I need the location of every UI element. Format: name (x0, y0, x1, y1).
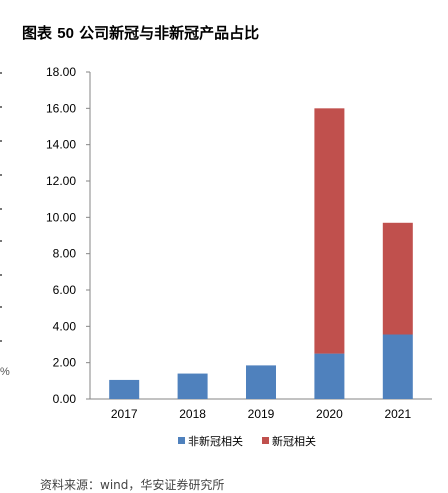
legend-swatch (178, 437, 185, 444)
bar-segment (314, 353, 345, 399)
legend-label: 非新冠相关 (188, 434, 243, 448)
bar-segment (177, 373, 208, 399)
y-tick-labels: 0.00 2.00 4.00 6.00 8.00 10.00 12.00 14.00 16.00… (46, 65, 76, 406)
x-tick-label: 2017 (111, 407, 138, 421)
edge-marker (0, 140, 2, 142)
chart-title: 图表 50 公司新冠与非新冠产品占比 (22, 22, 259, 43)
bar-segment (109, 379, 140, 399)
edge-marker (0, 306, 2, 308)
y-tick-label: 8.00 (53, 247, 77, 261)
title-number: 50 (57, 25, 74, 42)
chart-axes (86, 71, 432, 400)
edge-percent-fragment: % (0, 366, 10, 378)
edge-marker (0, 240, 2, 242)
title-prefix: 图表 (22, 24, 53, 42)
y-tick-label: 0.00 (53, 392, 77, 406)
y-tick-label: 6.00 (53, 283, 77, 297)
x-tick-label: 2020 (316, 407, 343, 421)
y-tick-label: 12.00 (46, 174, 76, 188)
edge-marker (0, 72, 2, 74)
x-tick-label: 2019 (248, 407, 275, 421)
x-tick-label: 2021 (384, 407, 411, 421)
bar-segment (246, 365, 276, 399)
x-tick-labels: 2017 2018 2019 2020 2021 (111, 407, 412, 421)
bar-segment (314, 108, 345, 354)
y-tick-label: 14.00 (46, 138, 76, 152)
y-tick-label: 18.00 (46, 65, 76, 79)
y-tick-label: 2.00 (53, 356, 77, 370)
title-text: 公司新冠与非新冠产品占比 (79, 24, 260, 42)
edge-marker (0, 274, 2, 276)
edge-marker (0, 340, 2, 342)
legend-label: 新冠相关 (272, 434, 316, 448)
y-tick-label: 16.00 (46, 101, 76, 115)
edge-marker (0, 208, 2, 210)
x-tick-label: 2018 (179, 407, 206, 421)
bar-segment (382, 334, 413, 399)
legend-swatch (262, 437, 269, 444)
y-tick-label: 4.00 (53, 319, 77, 333)
stacked-bar-chart: 0.00 2.00 4.00 6.00 8.00 10.00 12.00 14.00 16.00… (46, 65, 432, 448)
bar-segment (382, 222, 413, 335)
y-tick-label: 10.00 (46, 210, 76, 224)
edge-marker (0, 106, 2, 108)
bars (109, 108, 413, 399)
edge-marker (0, 174, 2, 176)
legend: 非新冠相关 新冠相关 (178, 434, 316, 448)
